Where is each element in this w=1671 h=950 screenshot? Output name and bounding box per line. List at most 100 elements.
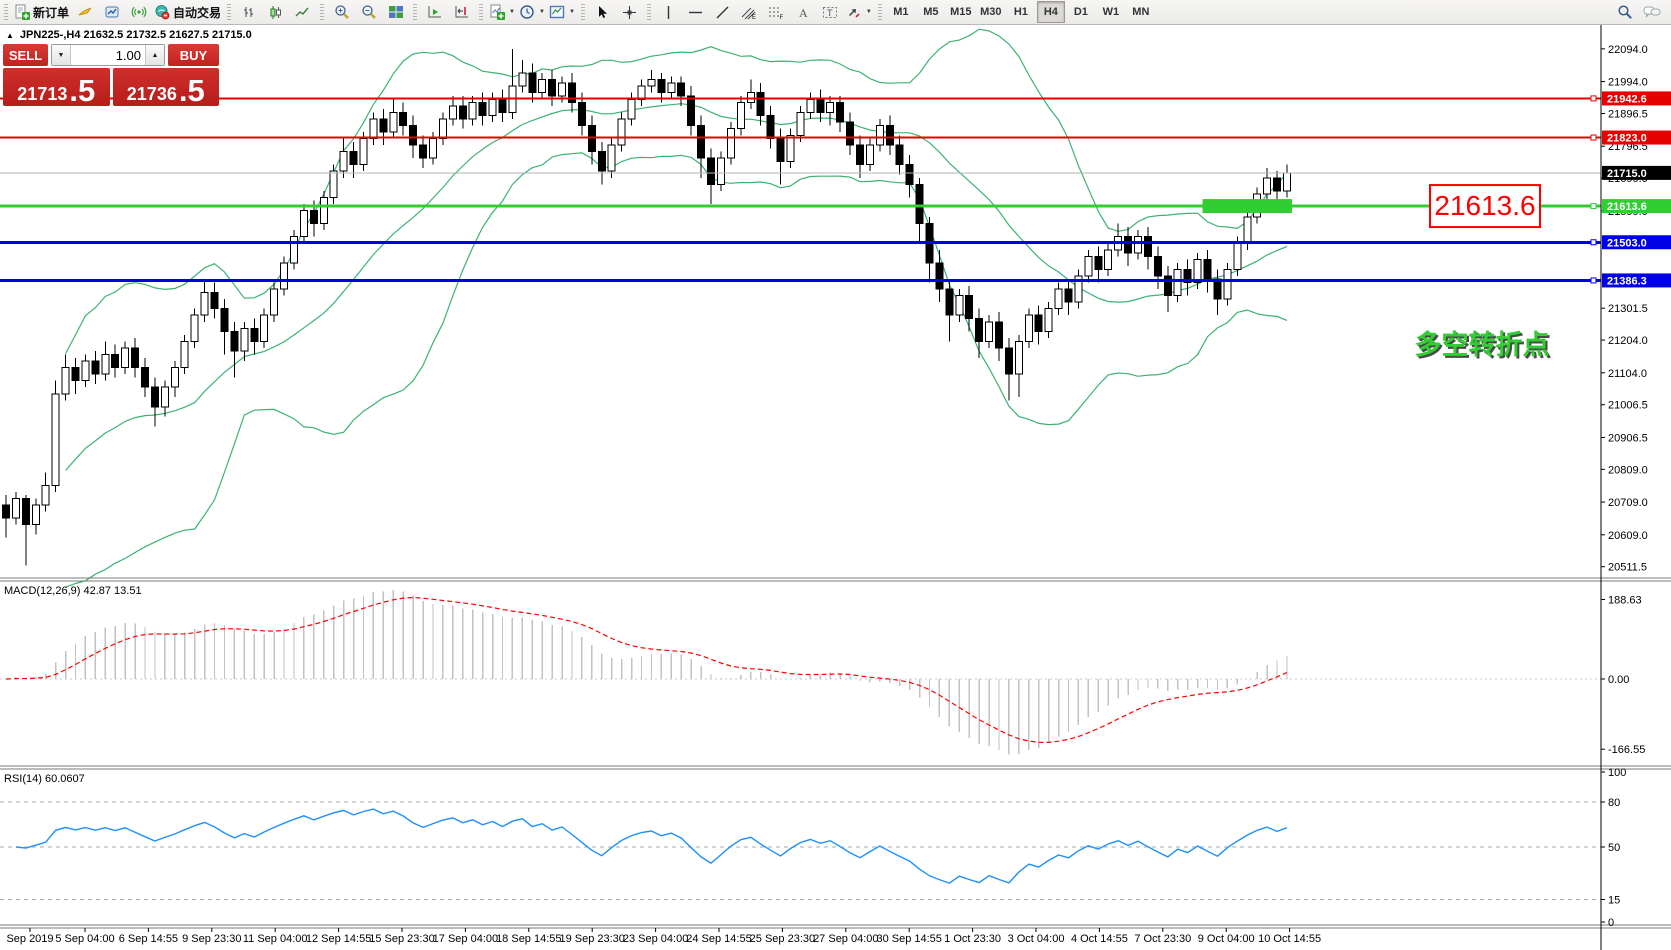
svg-text:20906.5: 20906.5 bbox=[1608, 432, 1648, 444]
timeframe-mn-button[interactable]: MN bbox=[1132, 6, 1150, 18]
price-badge bbox=[1602, 199, 1671, 214]
timeframe-m5-button[interactable]: M5 bbox=[923, 6, 939, 18]
cursor-button[interactable] bbox=[589, 1, 616, 23]
toolbar-grip bbox=[320, 4, 325, 20]
clock-icon bbox=[519, 4, 535, 20]
line-chart-icon bbox=[295, 5, 310, 20]
horizontal-line-button[interactable] bbox=[682, 1, 709, 23]
cursor-icon bbox=[595, 5, 610, 20]
channel-button[interactable]: E bbox=[736, 1, 763, 23]
svg-text:21503.0: 21503.0 bbox=[1607, 237, 1647, 249]
svg-text:-166.55: -166.55 bbox=[1608, 744, 1645, 756]
dropdown-caret-icon: ▼ bbox=[865, 9, 872, 15]
one-click-trade-panel: SELL ▼ ▲ BUY 21713 .5 21736 .5 bbox=[3, 44, 219, 106]
toolbar-grip bbox=[227, 4, 232, 20]
text-button[interactable]: A bbox=[790, 1, 817, 23]
arrows-button[interactable]: ▼ bbox=[844, 1, 874, 23]
sell-price-int: 21713 bbox=[17, 84, 68, 104]
chart-canvas[interactable]: 22094.021994.021896.521796.521699.021599… bbox=[0, 24, 1671, 950]
sell-button[interactable]: SELL bbox=[3, 44, 48, 66]
svg-text:A: A bbox=[799, 6, 808, 20]
svg-text:21942.6: 21942.6 bbox=[1607, 93, 1647, 105]
svg-text:F: F bbox=[780, 15, 784, 20]
signals-button[interactable] bbox=[125, 1, 152, 23]
sell-price-display[interactable]: 21713 .5 bbox=[3, 68, 110, 106]
svg-text:T: T bbox=[827, 8, 833, 18]
svg-text:19 Sep 23:30: 19 Sep 23:30 bbox=[559, 933, 624, 945]
svg-text:1 Oct 23:30: 1 Oct 23:30 bbox=[944, 933, 1001, 945]
trendline-button[interactable] bbox=[709, 1, 736, 23]
volume-decrease-button[interactable]: ▼ bbox=[52, 45, 71, 65]
buy-button[interactable]: BUY bbox=[168, 44, 219, 66]
auto-scroll-icon bbox=[427, 4, 443, 20]
horizontal-line-icon bbox=[688, 5, 703, 20]
line-chart-button[interactable] bbox=[289, 1, 316, 23]
svg-text:12 Sep 14:55: 12 Sep 14:55 bbox=[306, 933, 371, 945]
crosshair-icon bbox=[622, 5, 637, 20]
text-label-button[interactable]: T bbox=[817, 1, 844, 23]
timeframe-group: M1 M5 M15 M30 H1 H4 D1 W1 MN bbox=[886, 1, 1156, 23]
svg-text:E: E bbox=[752, 15, 756, 20]
price-badge bbox=[1602, 91, 1671, 106]
arrows-icon bbox=[846, 5, 862, 20]
svg-text:22094.0: 22094.0 bbox=[1608, 44, 1648, 56]
rsi-label: RSI(14) 60.0607 bbox=[4, 773, 85, 785]
fibonacci-button[interactable]: F bbox=[763, 1, 790, 23]
timeframe-m15-button[interactable]: M15 bbox=[950, 6, 972, 18]
search-button[interactable] bbox=[1611, 1, 1638, 23]
templates-button[interactable]: ▼ bbox=[547, 1, 577, 23]
volume-increase-button[interactable]: ▲ bbox=[145, 45, 164, 65]
zoom-out-icon bbox=[361, 4, 377, 20]
timeframe-m30-button[interactable]: M30 bbox=[980, 6, 1002, 18]
auto-scroll-button[interactable] bbox=[421, 1, 448, 23]
candlestick-button[interactable] bbox=[262, 1, 289, 23]
svg-text:20511.5: 20511.5 bbox=[1608, 562, 1647, 574]
chat-icon bbox=[1643, 4, 1661, 20]
timeframe-m1-button[interactable]: M1 bbox=[893, 6, 909, 18]
bar-chart-button[interactable] bbox=[235, 1, 262, 23]
svg-text:9 Oct 04:00: 9 Oct 04:00 bbox=[1198, 933, 1255, 945]
chart-shift-button[interactable] bbox=[448, 1, 475, 23]
toolbar-grip bbox=[877, 4, 882, 20]
autotrading-button[interactable]: 自动交易 bbox=[152, 1, 223, 23]
zoom-in-button[interactable] bbox=[328, 1, 355, 23]
periods-button[interactable]: ▼ bbox=[517, 1, 547, 23]
timeframe-d1-button[interactable]: D1 bbox=[1073, 6, 1088, 18]
chat-button[interactable] bbox=[1638, 1, 1665, 23]
timeframe-h4-button[interactable]: H4 bbox=[1036, 1, 1065, 23]
dropdown-caret-icon: ▼ bbox=[509, 9, 515, 15]
tile-windows-button[interactable] bbox=[382, 1, 409, 23]
zoom-out-button[interactable] bbox=[355, 1, 382, 23]
autotrading-label: 自动交易 bbox=[173, 5, 222, 20]
crosshair-button[interactable] bbox=[616, 1, 643, 23]
price-annotation-text: 21613.6 bbox=[1434, 190, 1535, 221]
zoom-in-icon bbox=[334, 4, 350, 20]
signals-icon bbox=[131, 4, 147, 20]
text-label-icon: T bbox=[822, 5, 838, 20]
svg-text:21715.0: 21715.0 bbox=[1607, 168, 1647, 180]
svg-text:10 Oct 14:55: 10 Oct 14:55 bbox=[1258, 933, 1321, 945]
search-icon bbox=[1617, 4, 1633, 20]
market-watch-button[interactable] bbox=[98, 1, 125, 23]
svg-text:30 Sep 14:55: 30 Sep 14:55 bbox=[876, 933, 941, 945]
svg-text:3 Oct 04:00: 3 Oct 04:00 bbox=[1008, 933, 1065, 945]
svg-text:0.00: 0.00 bbox=[1608, 674, 1629, 686]
indicators-button[interactable]: ▼ bbox=[487, 1, 517, 23]
market-watch-icon bbox=[104, 4, 120, 20]
toolbar-grip bbox=[479, 4, 484, 20]
svg-text:20609.0: 20609.0 bbox=[1608, 530, 1648, 542]
buy-price-display[interactable]: 21736 .5 bbox=[112, 68, 219, 106]
volume-input[interactable] bbox=[71, 45, 145, 65]
new-order-button[interactable]: 新订单 bbox=[12, 1, 71, 23]
main-toolbar: 新订单 自动交易 ▼ ▼ bbox=[0, 0, 1671, 25]
timeframe-w1-button[interactable]: W1 bbox=[1102, 6, 1120, 18]
timeframe-h1-button[interactable]: H1 bbox=[1013, 6, 1028, 18]
vertical-line-button[interactable] bbox=[655, 1, 682, 23]
macd-label: MACD(12,26,9) 42.87 13.51 bbox=[4, 585, 142, 597]
history-button[interactable] bbox=[71, 1, 98, 23]
toolbar-grip bbox=[646, 4, 651, 20]
bar-chart-icon bbox=[241, 5, 256, 20]
svg-text:11 Sep 04:00: 11 Sep 04:00 bbox=[243, 933, 308, 945]
svg-text:4 Oct 14:55: 4 Oct 14:55 bbox=[1071, 933, 1128, 945]
svg-text:17 Sep 04:00: 17 Sep 04:00 bbox=[433, 933, 498, 945]
